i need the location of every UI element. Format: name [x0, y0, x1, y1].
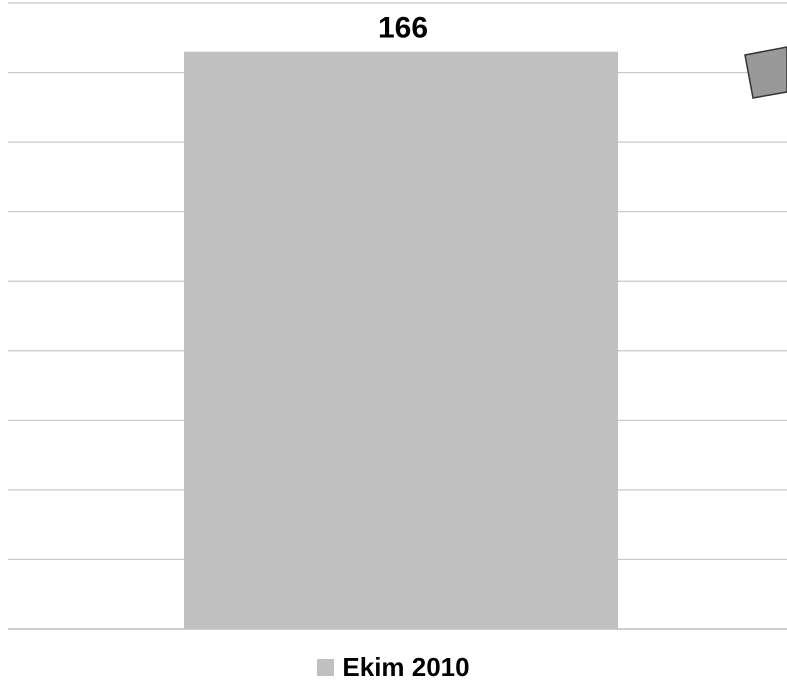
legend: Ekim 2010: [0, 652, 787, 683]
bars: [184, 51, 618, 629]
legend-swatch: [317, 659, 335, 676]
bar: [184, 51, 618, 629]
legend-label: Ekim 2010: [342, 652, 470, 682]
data-labels: 166: [378, 12, 428, 45]
data-label: 166: [378, 12, 428, 45]
decorative-square-shape: [744, 46, 787, 99]
